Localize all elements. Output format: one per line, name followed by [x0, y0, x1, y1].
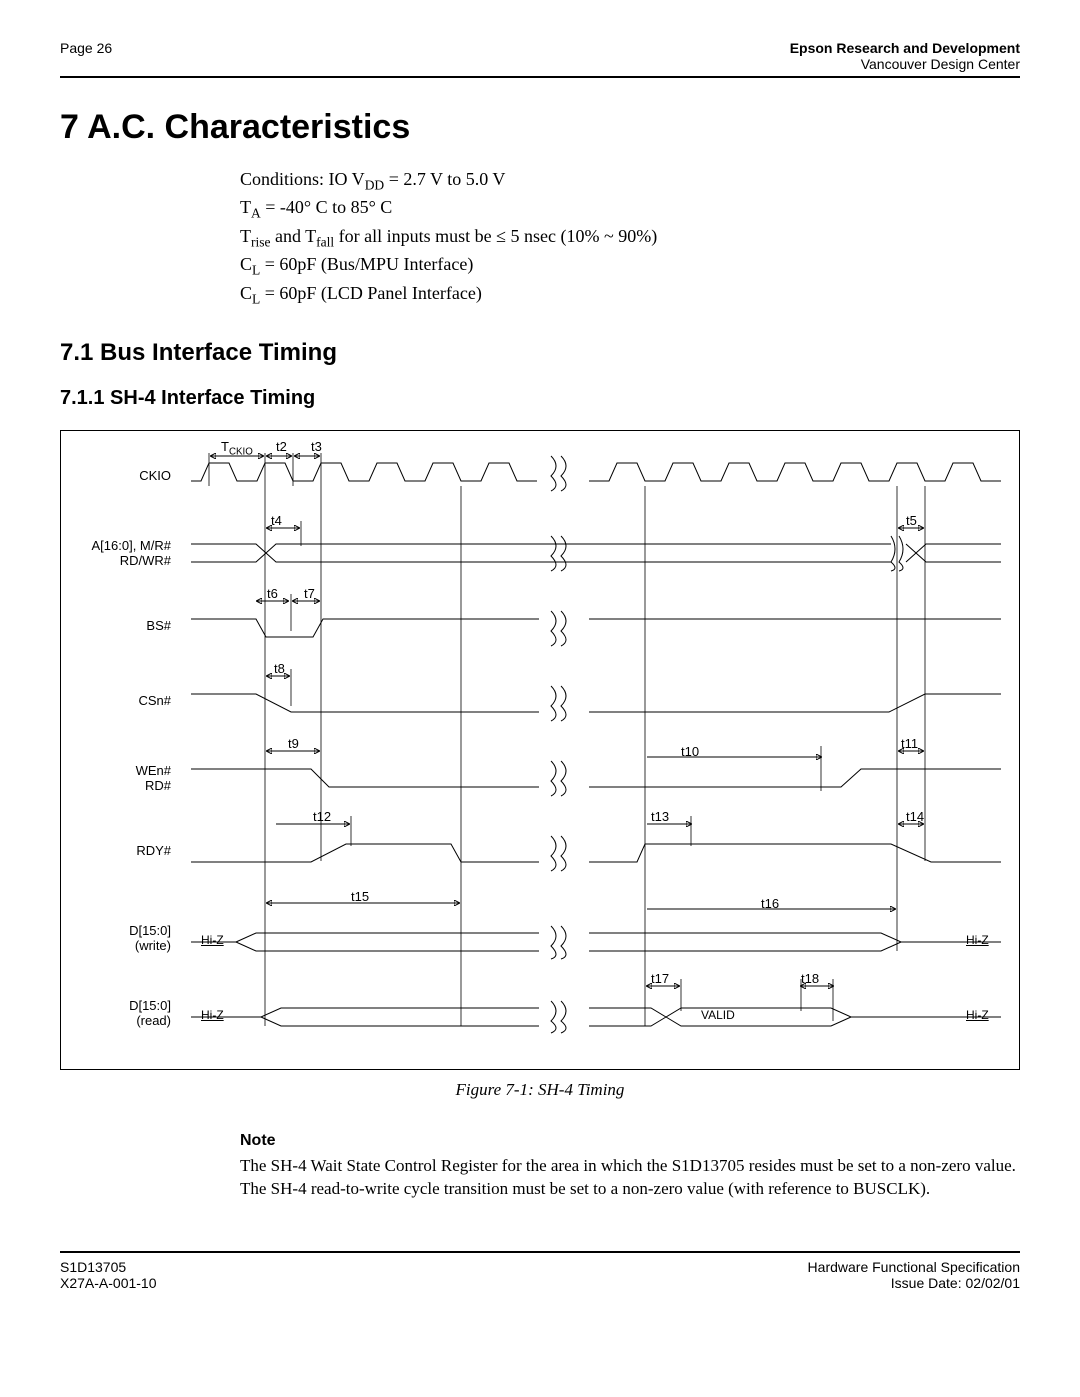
conditions-block: Conditions: IO VDD = 2.7 V to 5.0 V TA =… [240, 167, 1020, 309]
page-number: Page 26 [60, 40, 112, 72]
figure-caption: Figure 7-1: SH-4 Timing [60, 1080, 1020, 1100]
subsection-title: 7.1.1 SH-4 Interface Timing [60, 387, 1020, 410]
footer-rev: X27A-A-001-10 [60, 1275, 157, 1291]
chapter-title: 7 A.C. Characteristics [60, 108, 1020, 147]
note-text: The SH-4 Wait State Control Register for… [240, 1156, 1016, 1198]
footer-doc: S1D13705 [60, 1259, 126, 1275]
page-footer: S1D13705 X27A-A-001-10 Hardware Function… [60, 1251, 1020, 1291]
page-header: Page 26 Epson Research and Development V… [60, 40, 1020, 78]
note-label: Note [240, 1130, 1020, 1152]
design-center: Vancouver Design Center [861, 56, 1020, 72]
timing-diagram: CKIO A[16:0], M/R# RD/WR# BS# CSn# WEn# … [60, 430, 1020, 1070]
footer-spec: Hardware Functional Specification [808, 1259, 1020, 1275]
company-name: Epson Research and Development [790, 40, 1020, 56]
note-block: Note The SH-4 Wait State Control Registe… [240, 1130, 1020, 1200]
section-title: 7.1 Bus Interface Timing [60, 339, 1020, 367]
footer-date: Issue Date: 02/02/01 [891, 1275, 1020, 1291]
